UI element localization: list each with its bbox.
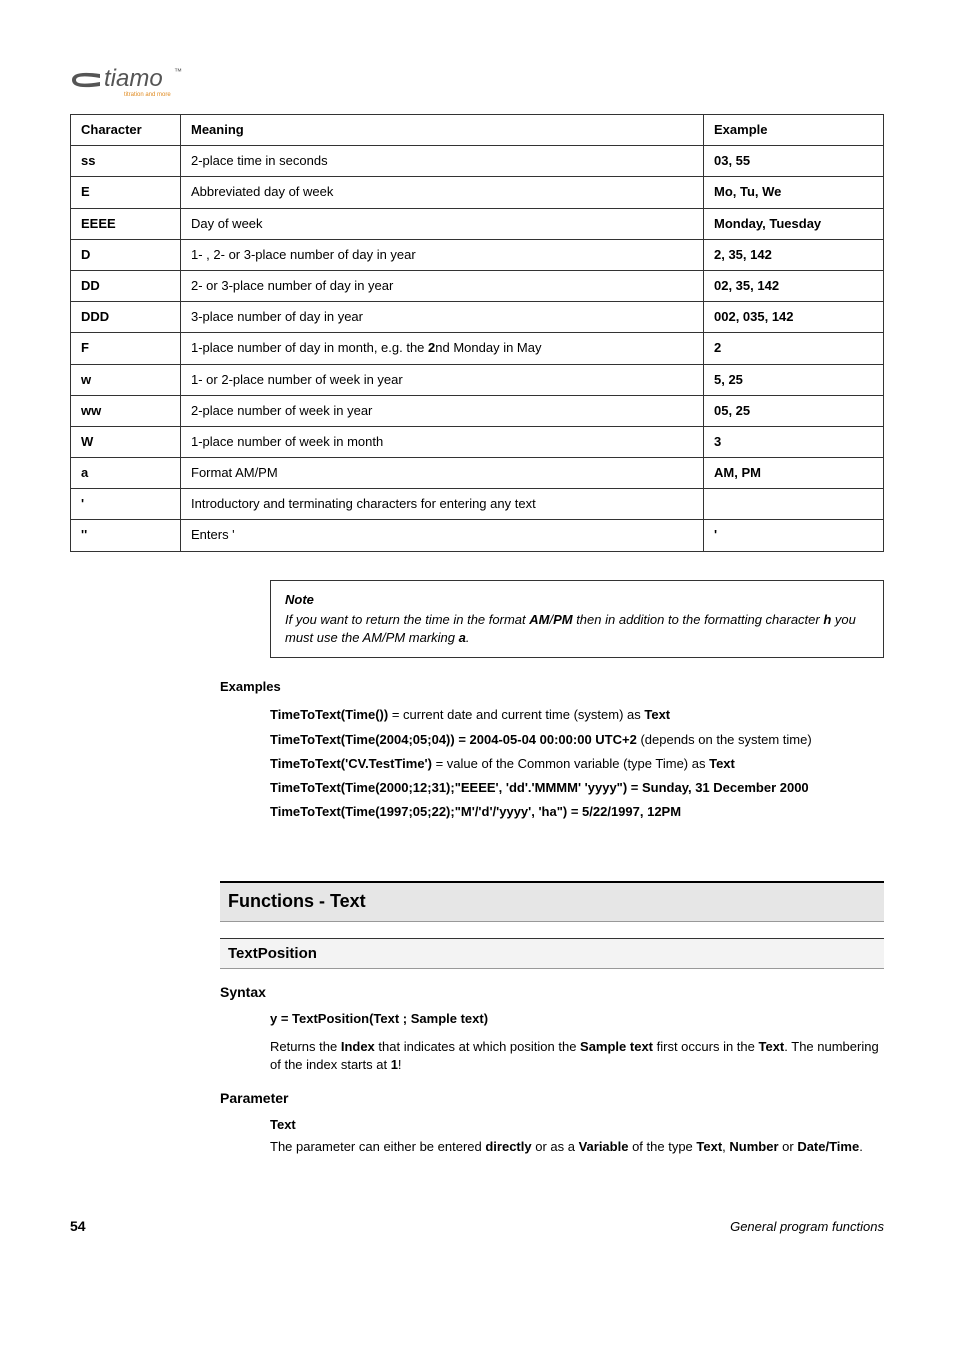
logo-subtext: titration and more — [124, 92, 171, 98]
textposition-heading: TextPosition — [220, 938, 884, 969]
cell-meaning: 1- or 2-place number of week in year — [181, 364, 704, 395]
cell-character: '' — [71, 520, 181, 551]
cell-example: 2 — [704, 333, 884, 364]
syntax-heading: Syntax — [220, 983, 884, 1003]
table-row: W1-place number of week in month3 — [71, 426, 884, 457]
table-row: F1-place number of day in month, e.g. th… — [71, 333, 884, 364]
example-line: TimeToText(Time(2000;12;31);"EEEE', 'dd'… — [270, 779, 884, 797]
table-row: ww2-place number of week in year05, 25 — [71, 395, 884, 426]
table-row: w1- or 2-place number of week in year5, … — [71, 364, 884, 395]
examples-heading: Examples — [220, 678, 884, 696]
table-row: 'Introductory and terminating characters… — [71, 489, 884, 520]
note-box: Note If you want to return the time in t… — [270, 580, 884, 659]
cell-example: 03, 55 — [704, 146, 884, 177]
cell-meaning: 2- or 3-place number of day in year — [181, 270, 704, 301]
cell-example: 5, 25 — [704, 364, 884, 395]
cell-character: w — [71, 364, 181, 395]
cell-example: ' — [704, 520, 884, 551]
cell-character: ' — [71, 489, 181, 520]
parameter-heading: Parameter — [220, 1089, 884, 1109]
cell-character: DD — [71, 270, 181, 301]
table-row: ss2-place time in seconds03, 55 — [71, 146, 884, 177]
parameter-name: Text — [270, 1116, 884, 1134]
cell-example: 2, 35, 142 — [704, 239, 884, 270]
syntax-sig: y = TextPosition(Text ; Sample text) — [270, 1010, 884, 1028]
footer: 54 General program functions — [70, 1217, 884, 1237]
footer-right: General program functions — [730, 1218, 884, 1236]
cell-meaning: Enters ' — [181, 520, 704, 551]
cell-example: AM, PM — [704, 458, 884, 489]
cell-meaning: 1- , 2- or 3-place number of day in year — [181, 239, 704, 270]
table-row: DDD3-place number of day in year002, 035… — [71, 302, 884, 333]
table-row: aFormat AM/PMAM, PM — [71, 458, 884, 489]
functions-heading: Functions - Text — [220, 881, 884, 921]
cell-example — [704, 489, 884, 520]
th-example: Example — [704, 115, 884, 146]
cell-character: E — [71, 177, 181, 208]
note-body: If you want to return the time in the fo… — [285, 611, 869, 647]
cell-example: 02, 35, 142 — [704, 270, 884, 301]
cell-character: a — [71, 458, 181, 489]
th-meaning: Meaning — [181, 115, 704, 146]
cell-meaning: 1-place number of day in month, e.g. the… — [181, 333, 704, 364]
cell-meaning: Format AM/PM — [181, 458, 704, 489]
syntax-desc: Returns the Index that indicates at whic… — [270, 1038, 884, 1074]
example-line: TimeToText(Time(2004;05;04)) = 2004-05-0… — [270, 731, 884, 749]
cell-character: W — [71, 426, 181, 457]
th-character: Character — [71, 115, 181, 146]
cell-meaning: 2-place time in seconds — [181, 146, 704, 177]
cell-meaning: Abbreviated day of week — [181, 177, 704, 208]
cell-meaning: 1-place number of week in month — [181, 426, 704, 457]
cell-meaning: Day of week — [181, 208, 704, 239]
cell-meaning: 3-place number of day in year — [181, 302, 704, 333]
cell-character: ss — [71, 146, 181, 177]
page-number: 54 — [70, 1217, 86, 1237]
cell-character: DDD — [71, 302, 181, 333]
cell-example: 002, 035, 142 — [704, 302, 884, 333]
cell-example: Mo, Tu, We — [704, 177, 884, 208]
cell-example: 05, 25 — [704, 395, 884, 426]
table-row: D1- , 2- or 3-place number of day in yea… — [71, 239, 884, 270]
table-row: EEEEDay of weekMonday, Tuesday — [71, 208, 884, 239]
cell-character: D — [71, 239, 181, 270]
cell-character: F — [71, 333, 181, 364]
cell-example: 3 — [704, 426, 884, 457]
cell-meaning: Introductory and terminating characters … — [181, 489, 704, 520]
example-line: TimeToText('CV.TestTime') = value of the… — [270, 755, 884, 773]
table-row: ''Enters '' — [71, 520, 884, 551]
logo-text: tiamo — [104, 65, 163, 92]
example-line: TimeToText(Time(1997;05;22);"M'/'d'/'yyy… — [270, 803, 884, 821]
cell-character: ww — [71, 395, 181, 426]
cell-character: EEEE — [71, 208, 181, 239]
note-title: Note — [285, 591, 869, 609]
format-table: Character Meaning Example ss2-place time… — [70, 114, 884, 552]
logo: tiamo ™ titration and more — [70, 60, 884, 100]
cell-meaning: 2-place number of week in year — [181, 395, 704, 426]
table-row: EAbbreviated day of weekMo, Tu, We — [71, 177, 884, 208]
parameter-desc: The parameter can either be entered dire… — [270, 1138, 884, 1156]
logo-tm: ™ — [174, 67, 182, 76]
table-row: DD2- or 3-place number of day in year02,… — [71, 270, 884, 301]
cell-example: Monday, Tuesday — [704, 208, 884, 239]
example-line: TimeToText(Time()) = current date and cu… — [270, 706, 884, 724]
